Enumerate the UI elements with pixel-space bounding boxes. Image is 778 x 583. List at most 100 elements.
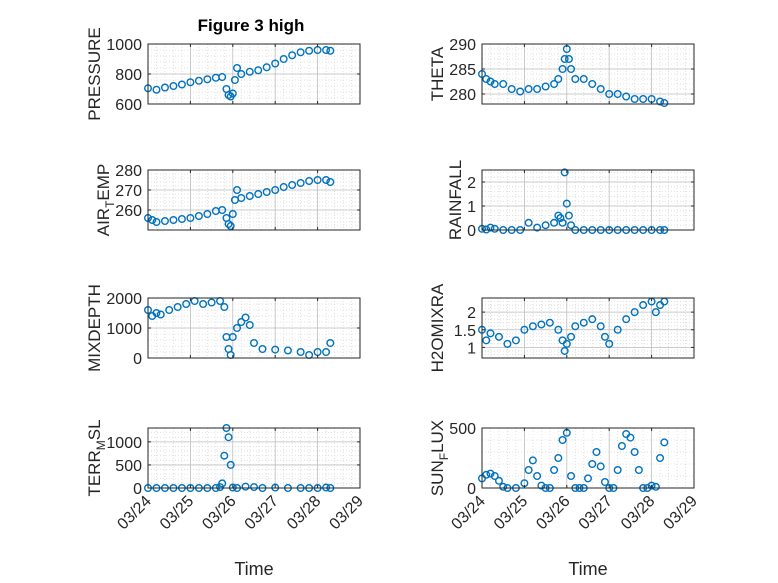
data-point: [182, 300, 191, 309]
y-tick-label: 1.5: [454, 323, 476, 340]
data-point: [230, 75, 239, 84]
data-point: [622, 315, 631, 324]
data-point: [224, 219, 233, 228]
y-axis-label: PRESSURE: [85, 27, 104, 121]
y-tick-label: 290: [449, 37, 476, 54]
data-point: [233, 185, 242, 194]
data-point: [156, 310, 165, 319]
data-point: [486, 329, 495, 338]
y-tick-label: 2000: [106, 291, 142, 308]
data-point: [165, 306, 174, 315]
data-point: [279, 182, 288, 191]
data-point: [545, 318, 554, 327]
y-tick-label: 500: [449, 421, 476, 438]
data-point: [326, 177, 335, 186]
data-point: [228, 209, 237, 218]
data-point: [528, 322, 537, 331]
data-point: [567, 332, 576, 341]
data-point: [554, 211, 563, 220]
data-point: [490, 224, 499, 233]
data-point: [639, 301, 648, 310]
data-point: [600, 332, 609, 341]
data-point: [613, 466, 622, 475]
data-point: [220, 303, 229, 312]
data-point: [537, 481, 546, 490]
data-point: [486, 469, 495, 478]
data-point: [186, 213, 195, 222]
y-tick-label: 500: [115, 458, 142, 475]
data-point: [322, 348, 331, 357]
data-point: [537, 320, 546, 329]
data-point: [550, 79, 559, 88]
data-point: [226, 221, 235, 230]
data-point: [567, 472, 576, 481]
data-point: [233, 324, 242, 333]
data-point: [486, 223, 495, 232]
axes-box: [147, 427, 361, 489]
y-axis-label: SUNFLUX: [428, 420, 451, 496]
data-point: [226, 460, 235, 469]
data-point: [605, 339, 614, 348]
data-point: [169, 215, 178, 224]
data-point: [194, 211, 203, 220]
plot-area: [148, 428, 360, 488]
data-point: [228, 89, 237, 98]
data-point: [567, 64, 576, 73]
data-point: [499, 79, 508, 88]
data-point: [613, 325, 622, 334]
y-axis-label: H2OMIXRA: [428, 283, 447, 372]
data-point: [271, 59, 280, 68]
data-point: [249, 483, 258, 492]
data-point: [296, 48, 305, 57]
plot-area: [148, 170, 360, 230]
data-point: [490, 472, 499, 481]
y-axis-label: MIXDEPTH: [85, 284, 104, 372]
data-point: [651, 482, 660, 491]
axes-box: [481, 169, 695, 231]
data-point: [194, 76, 203, 85]
data-point: [296, 348, 305, 357]
data-point: [656, 454, 665, 463]
data-point: [562, 199, 571, 208]
data-point: [288, 51, 297, 60]
data-point: [186, 78, 195, 87]
data-point: [520, 325, 529, 334]
data-point: [220, 451, 229, 460]
data-point: [588, 460, 597, 469]
subplot-6: 11.52 H2OMIXRA: [428, 283, 695, 372]
data-point: [524, 466, 533, 475]
data-point: [503, 339, 512, 348]
data-point: [558, 64, 567, 73]
data-point: [550, 218, 559, 227]
data-point: [605, 89, 614, 98]
data-point: [550, 466, 559, 475]
y-tick-label: 800: [115, 67, 142, 84]
data-point: [249, 339, 258, 348]
data-point: [558, 218, 567, 227]
y-tick-label: 0: [133, 351, 142, 368]
data-point: [322, 46, 331, 55]
data-point: [541, 82, 550, 91]
data-point: [326, 339, 335, 348]
data-point: [554, 454, 563, 463]
y-tick-label: 600: [115, 97, 142, 114]
data-point: [218, 479, 227, 488]
data-point: [279, 55, 288, 64]
data-point: [588, 315, 597, 324]
data-point: [160, 216, 169, 225]
data-point: [262, 63, 271, 72]
data-point: [224, 433, 233, 442]
data-point: [588, 79, 597, 88]
data-point: [152, 309, 161, 318]
data-point: [584, 474, 593, 483]
data-point: [203, 75, 212, 84]
data-point: [533, 223, 542, 232]
y-tick-label: 1000: [106, 37, 142, 54]
data-point: [562, 339, 571, 348]
data-point: [533, 472, 542, 481]
data-point: [199, 300, 208, 309]
data-point: [305, 176, 314, 185]
data-point: [571, 74, 580, 83]
data-point: [241, 313, 250, 322]
data-point: [254, 189, 263, 198]
